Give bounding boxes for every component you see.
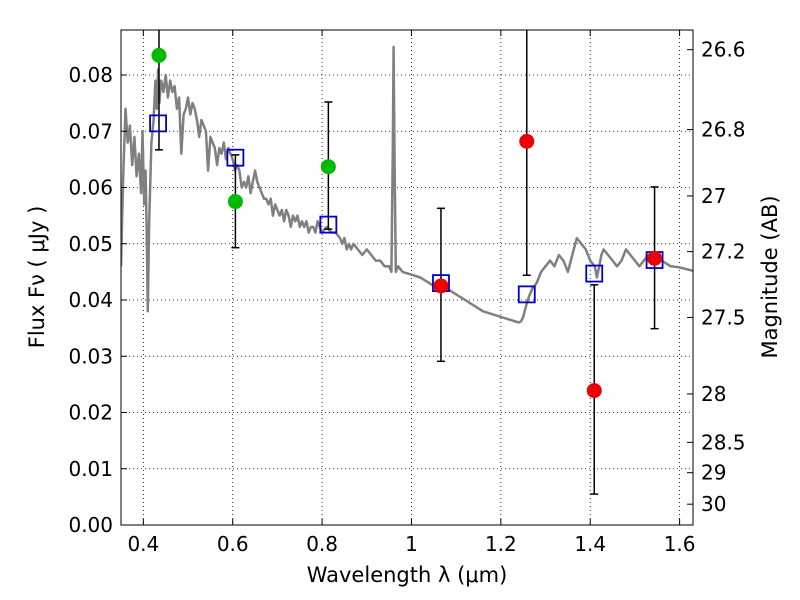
x-tick-label: 0.4 <box>127 532 159 556</box>
y2-tick-label: 29 <box>701 461 726 485</box>
y-tick-label: 0.07 <box>68 119 113 143</box>
model-flux-square <box>149 114 167 133</box>
detection-point <box>151 47 167 63</box>
y-tick-label: 0.05 <box>68 232 113 256</box>
y2-tick-label: 27 <box>701 184 726 208</box>
y2-tick-label: 30 <box>701 492 726 516</box>
y-tick-label: 0.04 <box>68 288 113 312</box>
model-flux-square <box>585 264 604 283</box>
y-tick-label: 0.02 <box>68 401 113 425</box>
sed-model-line <box>121 45 693 324</box>
y2-tick-label: 27.5 <box>701 305 746 329</box>
x-tick-label: 1.4 <box>574 532 606 556</box>
model-flux-square <box>226 148 245 167</box>
x-tick-label: 0.6 <box>217 532 249 556</box>
detection-point <box>320 159 336 175</box>
plot-area <box>121 30 693 525</box>
y2-axis-label: Magnitude (AB) <box>758 195 782 358</box>
x-tick-label: 1.6 <box>664 532 696 556</box>
detection-point <box>227 194 243 210</box>
y2-tick-label: 28.5 <box>701 430 746 454</box>
axes: 0.4 0.6 0.8 1 1.2 1.4 1.6 0.00 0.01 0.02 0.03 0.04 0… <box>68 30 746 556</box>
y-tick-label: 0.08 <box>68 63 113 87</box>
grid <box>121 30 693 525</box>
low-sn-point <box>519 133 535 149</box>
y2-tick-label: 27.2 <box>701 240 746 264</box>
data-layer <box>121 30 693 495</box>
plot-frame <box>120 29 694 526</box>
model-flux-square <box>517 285 536 304</box>
y-tick-label: 0.06 <box>68 176 113 200</box>
y2-tick-label: 26.8 <box>701 118 746 142</box>
x-axis-label: Wavelength λ (μm) <box>307 563 508 587</box>
y-tick-label: 0.00 <box>68 513 113 537</box>
model-flux-square <box>319 215 338 234</box>
low-sn-point <box>586 383 602 399</box>
y2-tick-label: 26.6 <box>701 38 746 62</box>
x-tick-label: 1.2 <box>485 532 517 556</box>
x-tick-label: 0.8 <box>306 532 338 556</box>
low-sn-point <box>433 278 449 294</box>
low-sn-point <box>647 250 663 266</box>
y2-tick-label: 28 <box>701 382 726 406</box>
x-tick-label: 1 <box>405 532 418 556</box>
y-tick-label: 0.03 <box>68 344 113 368</box>
y-axis-label: Flux Fν ( μJy ) <box>25 206 49 349</box>
y-tick-label: 0.01 <box>68 457 113 481</box>
